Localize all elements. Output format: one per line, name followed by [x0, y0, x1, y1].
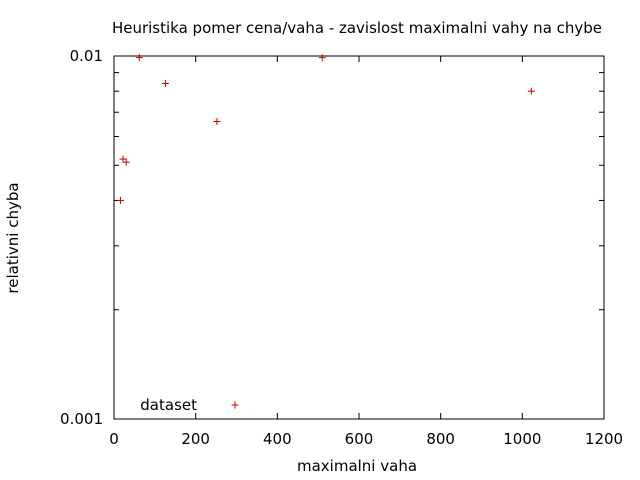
data-point: [135, 54, 143, 62]
x-axis-label: maximalni vaha: [297, 457, 417, 475]
x-tick-label: 400: [263, 430, 292, 448]
legend-label: dataset: [140, 396, 197, 414]
data-point: [122, 158, 130, 166]
x-tick-label: 1200: [585, 430, 623, 448]
y-tick-label: 0.01: [70, 47, 103, 65]
x-tick-label: 200: [181, 430, 210, 448]
chart-title: Heuristika pomer cena/vaha - zavislost m…: [112, 19, 602, 37]
x-ticks: 0 200 400 600 800 1000 1200: [109, 56, 623, 448]
data-point: [318, 54, 326, 62]
data-point: [527, 87, 535, 95]
plot-frame: [113, 55, 605, 420]
x-tick-label: 600: [345, 430, 374, 448]
y-tick-label: 0.001: [60, 410, 103, 428]
y-ticks: 0.001 0.01: [60, 47, 604, 428]
x-tick-label: 0: [109, 430, 119, 448]
data-point: [117, 196, 125, 204]
x-tick-label: 1000: [503, 430, 541, 448]
legend: dataset: [140, 396, 239, 414]
x-tick-label: 800: [426, 430, 455, 448]
data-point: [213, 118, 221, 126]
legend-marker: [231, 401, 239, 409]
data-point: [119, 155, 127, 163]
data-points: [117, 54, 535, 204]
data-point: [161, 79, 169, 87]
y-axis-label: relativni chyba: [4, 182, 22, 293]
